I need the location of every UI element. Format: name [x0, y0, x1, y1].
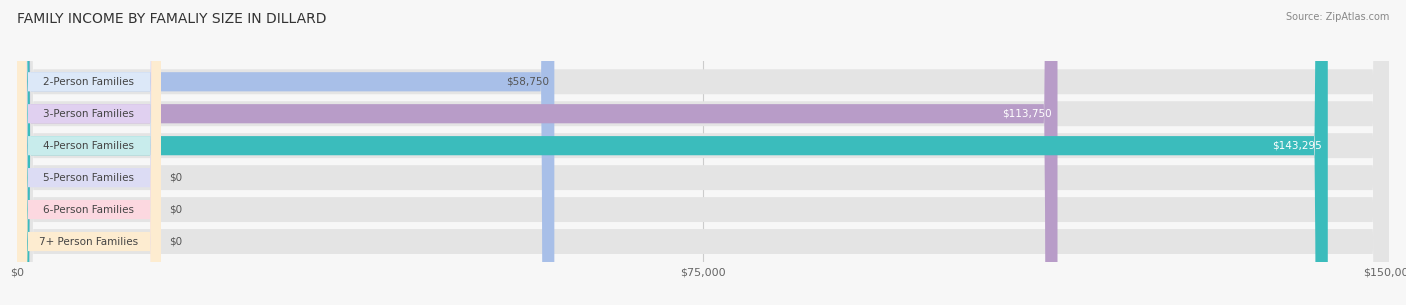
FancyBboxPatch shape [17, 0, 160, 305]
FancyBboxPatch shape [17, 0, 160, 305]
Text: $0: $0 [169, 173, 183, 183]
FancyBboxPatch shape [17, 0, 1389, 305]
Text: $58,750: $58,750 [506, 77, 548, 87]
Text: $143,295: $143,295 [1272, 141, 1322, 151]
Text: 2-Person Families: 2-Person Families [44, 77, 135, 87]
FancyBboxPatch shape [17, 0, 160, 305]
Text: FAMILY INCOME BY FAMALIY SIZE IN DILLARD: FAMILY INCOME BY FAMALIY SIZE IN DILLARD [17, 12, 326, 26]
FancyBboxPatch shape [17, 0, 1389, 305]
FancyBboxPatch shape [17, 0, 160, 305]
Text: Source: ZipAtlas.com: Source: ZipAtlas.com [1285, 12, 1389, 22]
FancyBboxPatch shape [17, 0, 1389, 305]
FancyBboxPatch shape [17, 0, 554, 305]
Text: $0: $0 [169, 205, 183, 215]
FancyBboxPatch shape [17, 0, 1057, 305]
Text: 6-Person Families: 6-Person Families [44, 205, 135, 215]
FancyBboxPatch shape [17, 0, 160, 305]
Text: 3-Person Families: 3-Person Families [44, 109, 135, 119]
FancyBboxPatch shape [17, 0, 1389, 305]
FancyBboxPatch shape [17, 0, 1389, 305]
FancyBboxPatch shape [17, 0, 1327, 305]
FancyBboxPatch shape [17, 0, 160, 305]
Text: 5-Person Families: 5-Person Families [44, 173, 135, 183]
Text: $0: $0 [169, 237, 183, 246]
Text: 7+ Person Families: 7+ Person Families [39, 237, 138, 246]
Text: $113,750: $113,750 [1002, 109, 1052, 119]
Text: 4-Person Families: 4-Person Families [44, 141, 135, 151]
FancyBboxPatch shape [17, 0, 1389, 305]
